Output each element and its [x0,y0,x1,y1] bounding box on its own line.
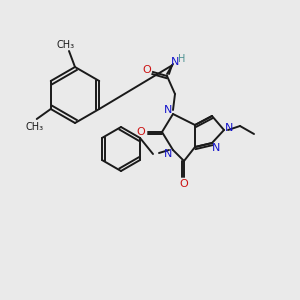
Text: O: O [180,179,188,189]
Text: CH₃: CH₃ [26,122,44,132]
Text: H: H [178,54,186,64]
Text: O: O [142,65,152,75]
Text: N: N [225,123,233,133]
Text: N: N [164,105,172,115]
Text: N: N [171,57,179,67]
Text: N: N [212,143,220,153]
Text: O: O [136,127,146,137]
Text: CH₃: CH₃ [57,40,75,50]
Text: N: N [164,149,172,159]
